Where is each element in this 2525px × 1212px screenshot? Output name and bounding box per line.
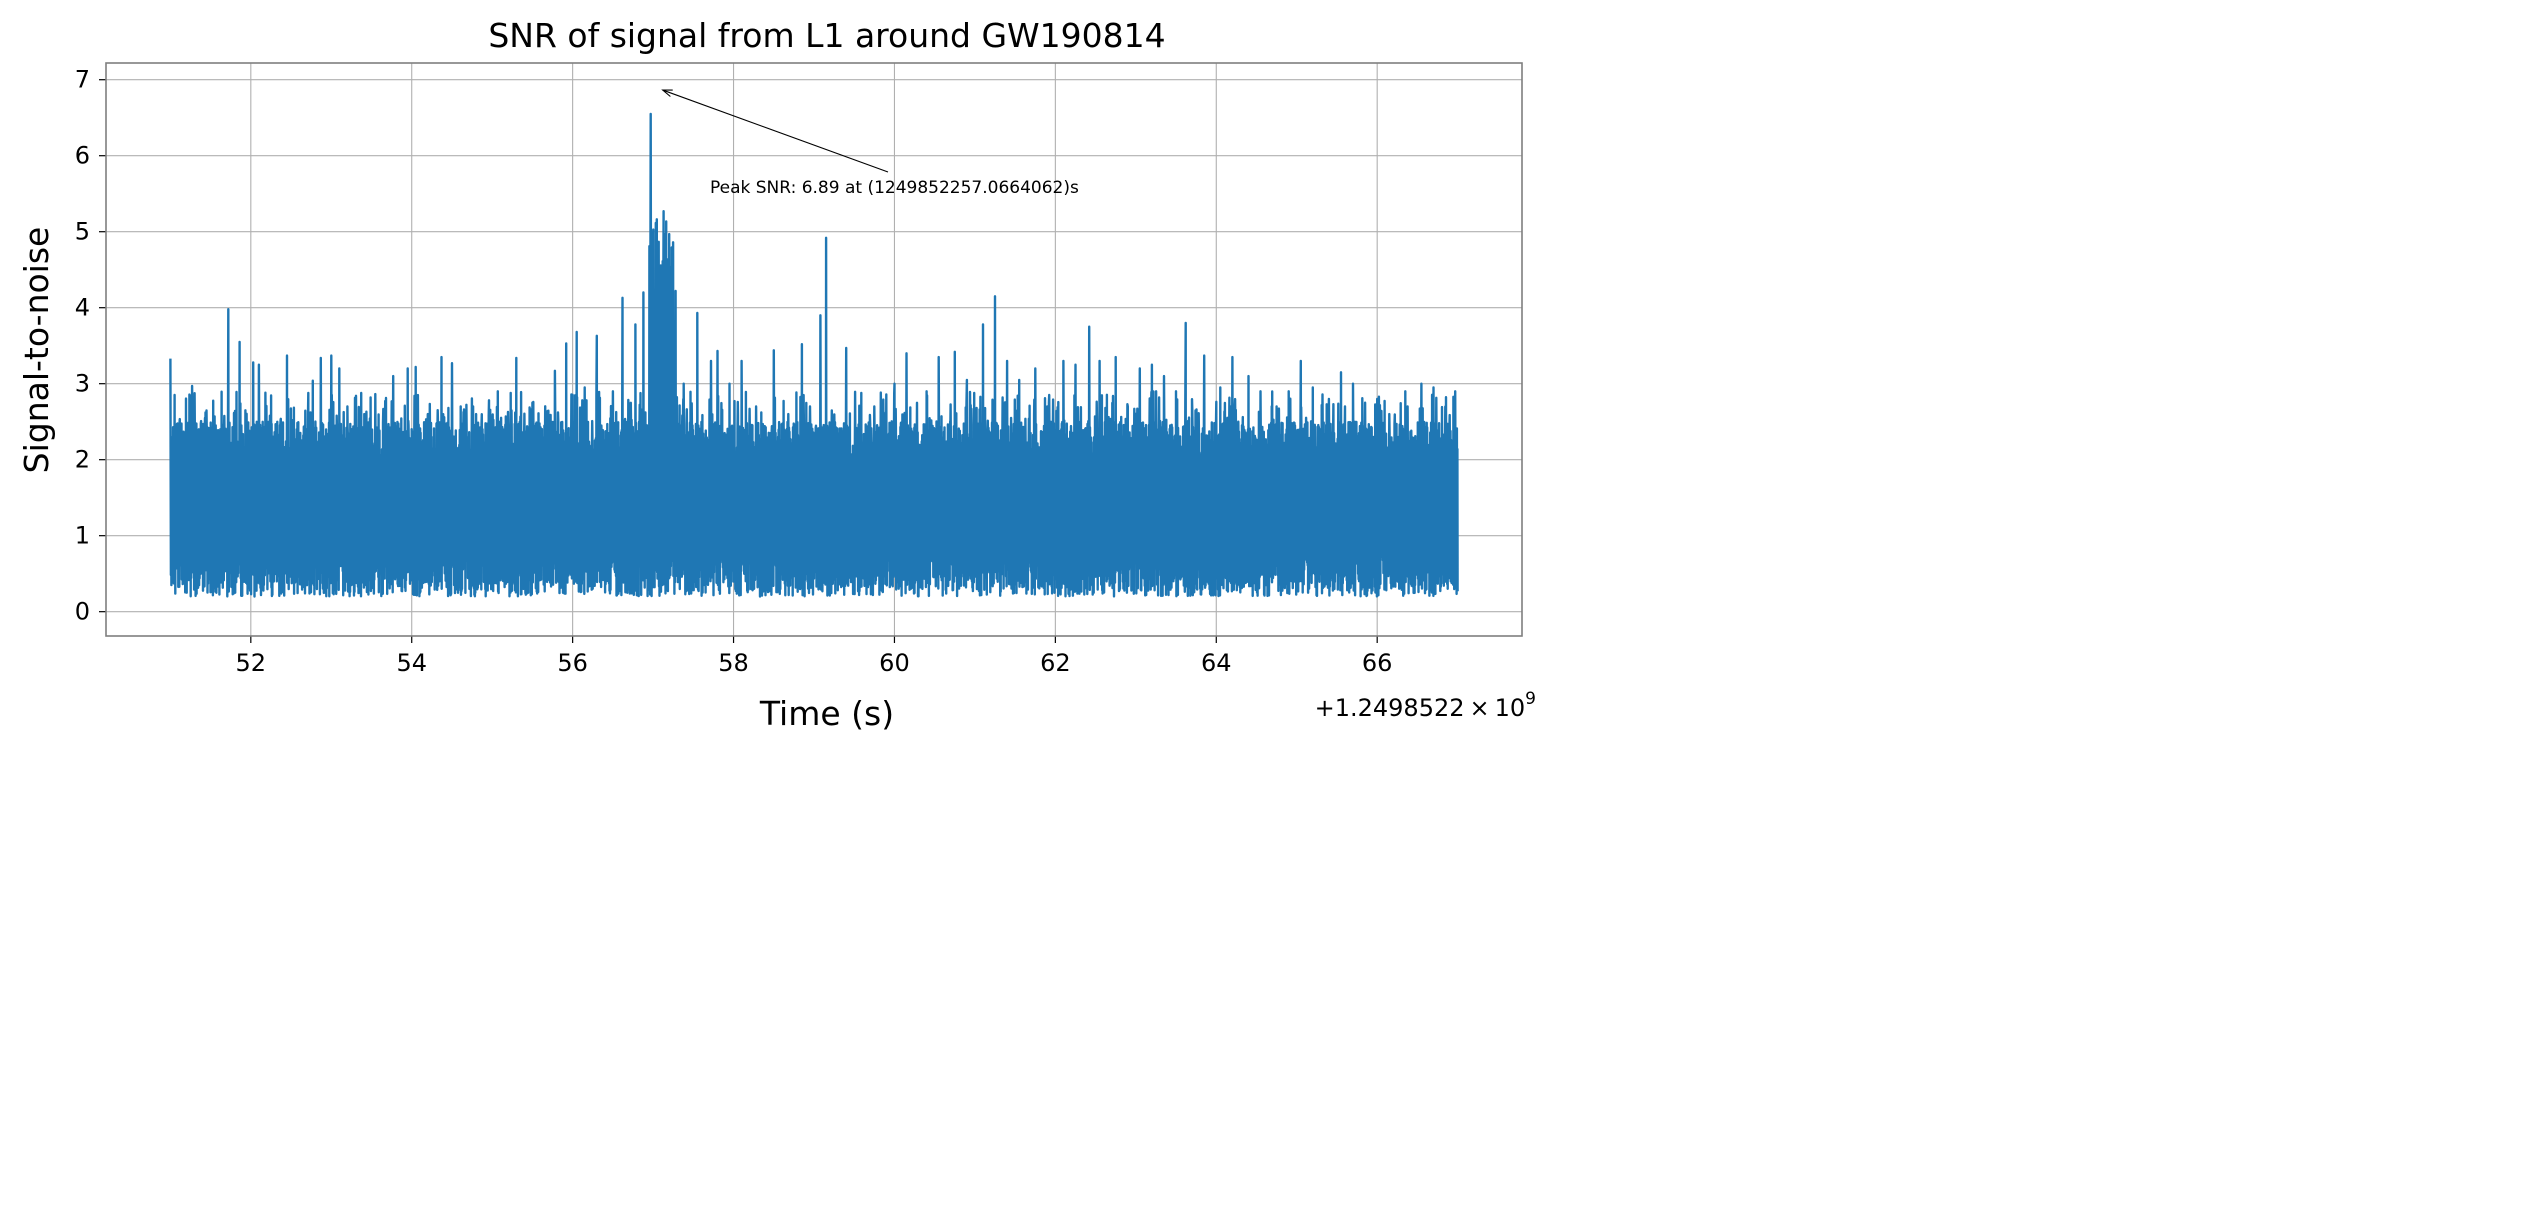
x-axis-label: Time (s) xyxy=(759,694,894,733)
x-tick-label: 54 xyxy=(396,649,427,677)
y-axis-label: Signal-to-noise xyxy=(17,227,56,474)
x-tick-label: 58 xyxy=(718,649,749,677)
plot-frame xyxy=(105,62,1523,637)
x-tick-label: 62 xyxy=(1040,649,1071,677)
y-tick-label: 3 xyxy=(75,370,90,398)
chart-title: SNR of signal from L1 around GW190814 xyxy=(488,16,1165,55)
x-tick-label: 66 xyxy=(1362,649,1393,677)
x-tick-label: 64 xyxy=(1201,649,1232,677)
x-tick-label: 56 xyxy=(557,649,588,677)
annotation-arrow-head xyxy=(661,89,673,97)
annotation-layer: Peak SNR: 6.89 at (1249852257.0664062)s xyxy=(661,89,1079,198)
y-tick-label: 1 xyxy=(75,522,90,550)
y-tick-label: 0 xyxy=(75,598,90,626)
x-offset-label: +1.2498522 × 109 xyxy=(1315,689,1536,722)
x-offset-times: × xyxy=(1470,694,1490,722)
x-tick-label: 52 xyxy=(236,649,267,677)
y-tick-label: 6 xyxy=(75,142,90,170)
y-tick-label: 5 xyxy=(75,218,90,246)
x-offset-exponent: 9 xyxy=(1525,689,1536,709)
annotation-arrow-line xyxy=(662,89,889,173)
chart-background xyxy=(0,0,1568,752)
y-tick-label: 7 xyxy=(75,66,90,94)
x-tick-label: 60 xyxy=(879,649,910,677)
y-tick-label: 4 xyxy=(75,294,90,322)
snr-series-line xyxy=(169,112,1459,598)
peak-annotation-text: Peak SNR: 6.89 at (1249852257.0664062)s xyxy=(710,178,1079,198)
snr-chart: SNR of signal from L1 around GW190814 52… xyxy=(0,0,1568,752)
series-layer xyxy=(169,112,1459,598)
x-offset-base: 10 xyxy=(1495,694,1526,722)
x-offset-prefix: +1.2498522 xyxy=(1315,694,1465,722)
y-tick-label: 2 xyxy=(75,446,90,474)
